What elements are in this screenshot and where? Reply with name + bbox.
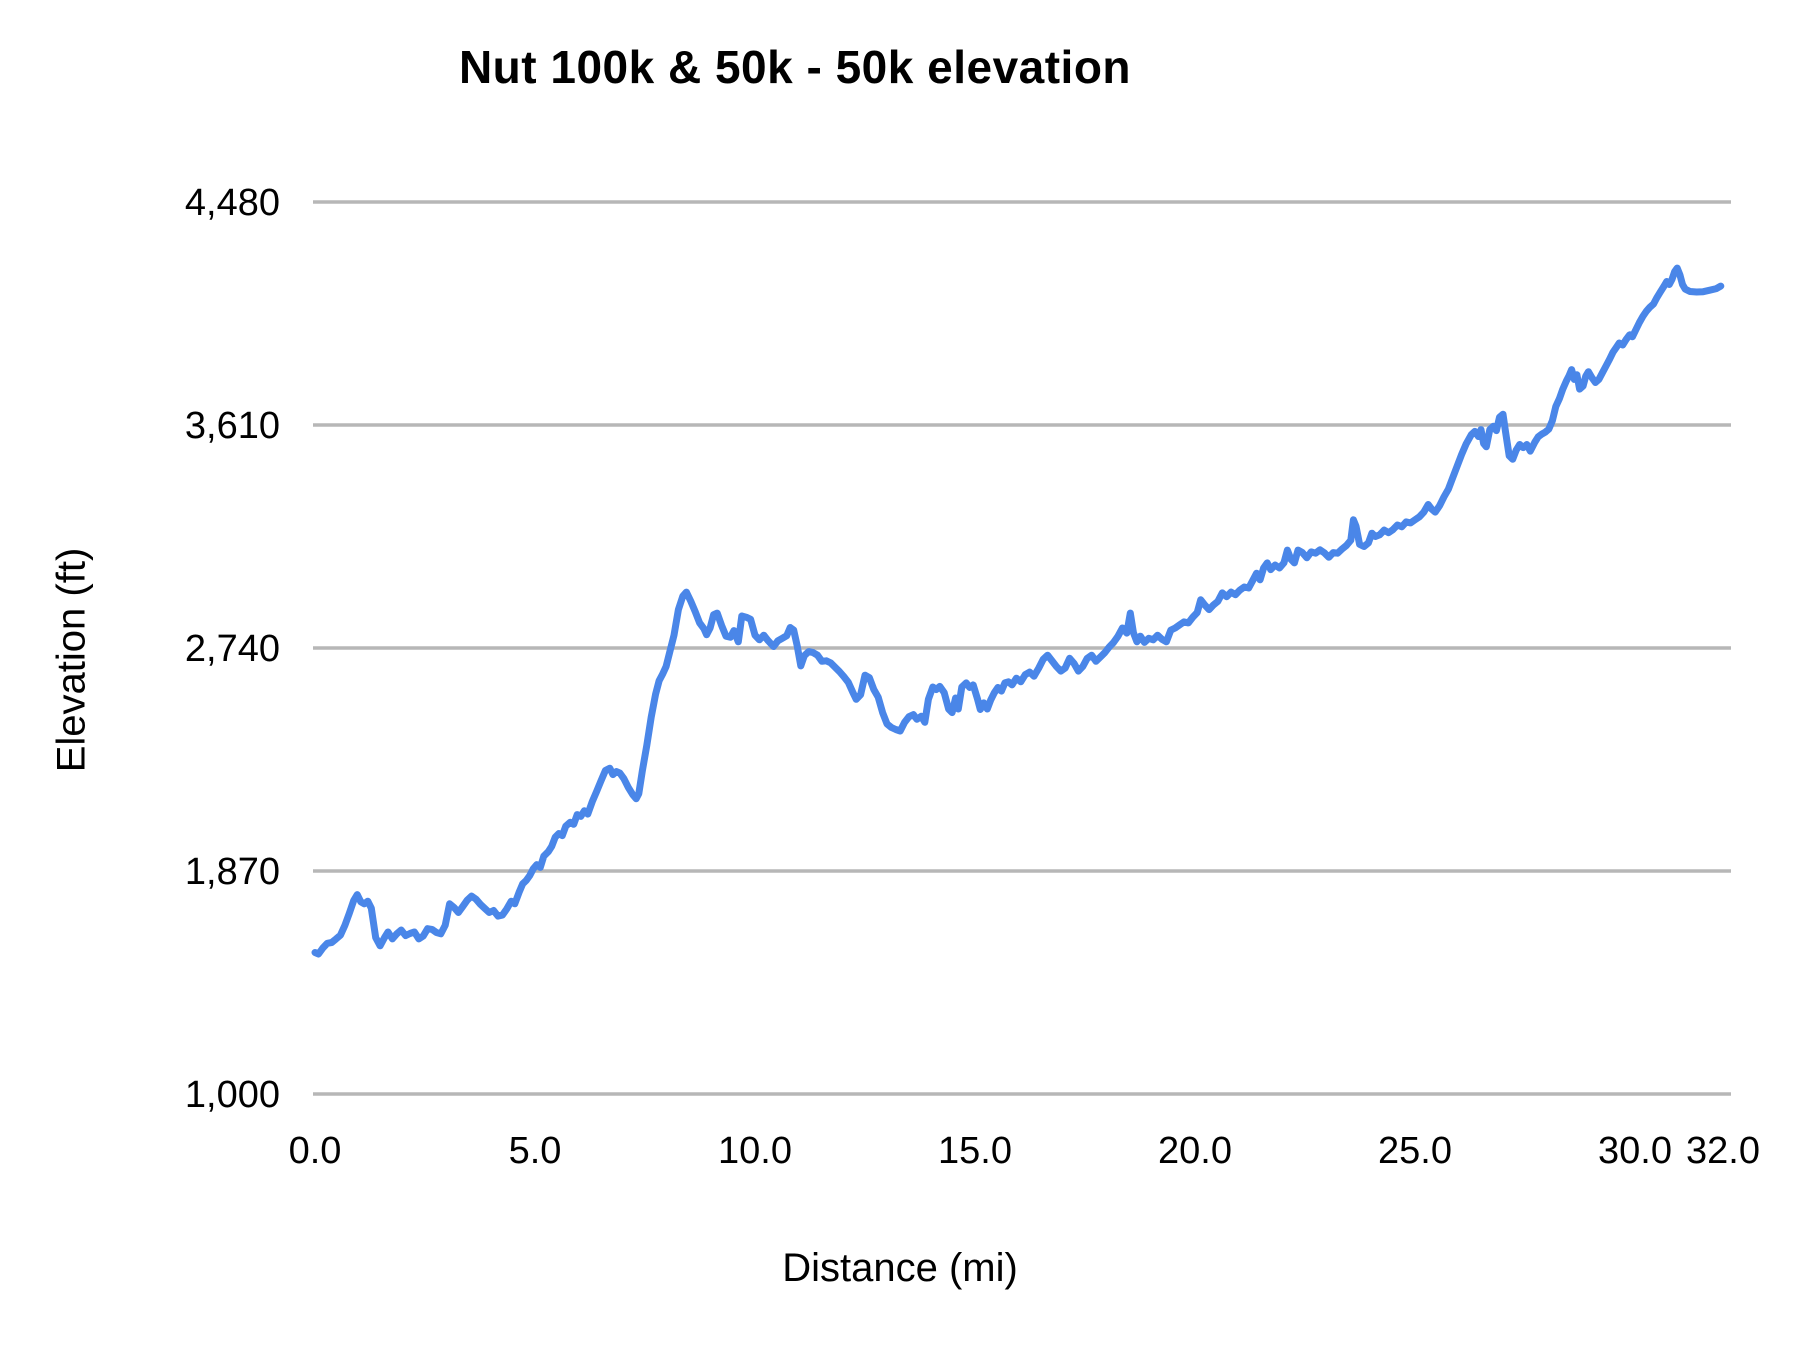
x-tick-label: 25.0 bbox=[1378, 1130, 1452, 1172]
x-tick-label: 30.0 bbox=[1598, 1130, 1672, 1172]
chart-title: Nut 100k & 50k - 50k elevation bbox=[458, 41, 1132, 93]
x-tick-label: 5.0 bbox=[509, 1130, 562, 1172]
x-tick-label: 0.0 bbox=[289, 1130, 342, 1172]
elevation-line bbox=[311, 264, 1725, 958]
y-tick-label: 4,480 bbox=[185, 182, 280, 224]
y-tick-label: 1,870 bbox=[185, 851, 280, 893]
x-tick-label: 15.0 bbox=[938, 1130, 1012, 1172]
y-tick-label: 1,000 bbox=[185, 1074, 280, 1116]
y-tick-label: 3,610 bbox=[185, 405, 280, 447]
x-axis-title: Distance (mi) bbox=[782, 1246, 1018, 1290]
x-tick-label: 10.0 bbox=[718, 1130, 792, 1172]
y-tick-label: 2,740 bbox=[185, 628, 280, 670]
x-tick-label: 20.0 bbox=[1158, 1130, 1232, 1172]
x-tick-label: 32.0 bbox=[1686, 1130, 1760, 1172]
